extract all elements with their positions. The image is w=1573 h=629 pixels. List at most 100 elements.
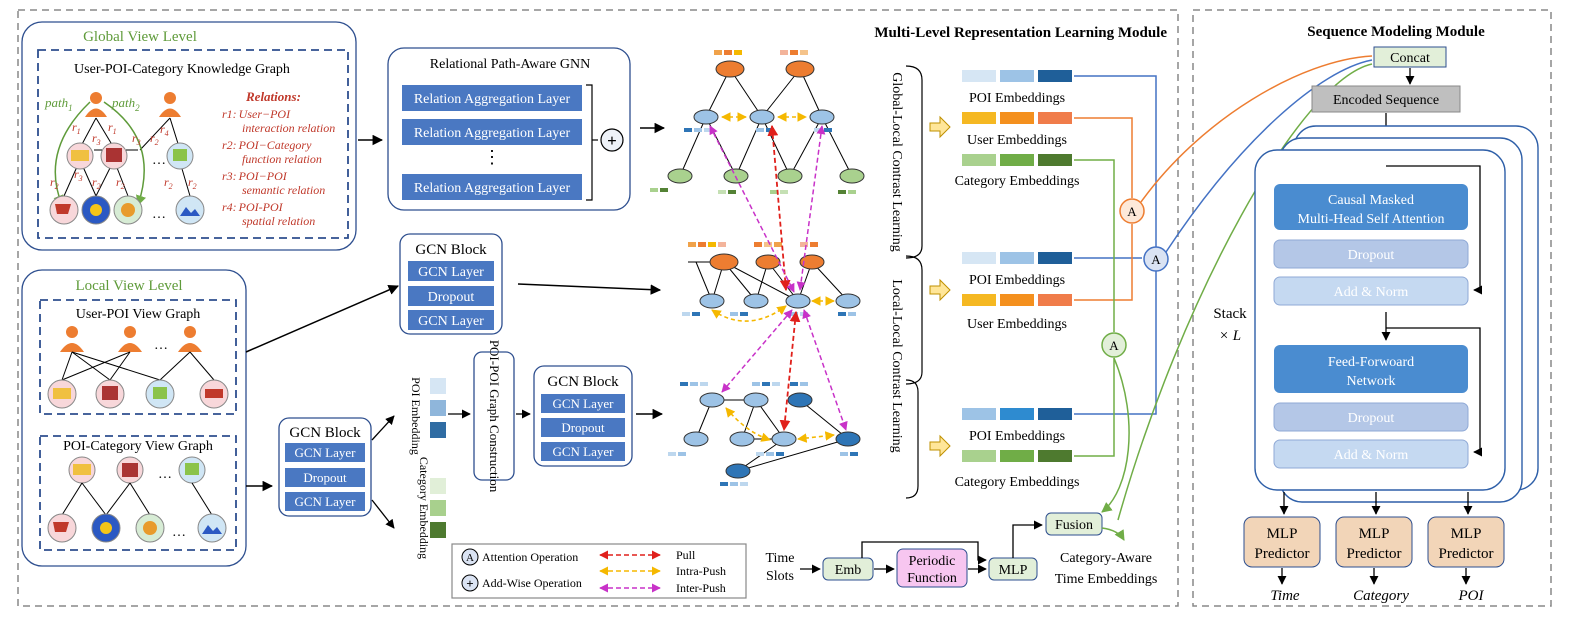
local-view-title: Local View Level (75, 278, 182, 294)
legend-addwise-icon (461, 574, 479, 592)
legend: A Attention Operation + Add-Wise Operati… (451, 543, 747, 599)
poi-node (729, 431, 755, 447)
relations-list: r1: User−POI interaction relation r2: POI−… (222, 107, 335, 228)
dropout-label: Dropout (1348, 248, 1395, 263)
dropout-label: Dropout (303, 470, 347, 485)
concat-box (1373, 46, 1447, 68)
poi-embeddings-label: POI Embeddings (969, 429, 1065, 444)
user-embeddings-2: User Embeddings (962, 294, 1072, 332)
arrow-to-poi-embedding (371, 415, 395, 441)
orange-to-concat (1140, 55, 1373, 203)
category-embeddings-label: Category Embeddings (955, 475, 1080, 490)
svg-text:A: A (1151, 252, 1161, 267)
blue-to-concat (1165, 59, 1373, 253)
legend-pull-label: Pull (676, 548, 696, 562)
poi-node (749, 109, 775, 125)
svg-text:semantic relation: semantic relation (242, 183, 325, 197)
category-embedding-vector (430, 478, 446, 538)
mlp-predictor-label: MLP (1451, 526, 1482, 542)
gcn-layer-label: GCN Layer (552, 444, 614, 459)
attention-op-green: A (1101, 332, 1127, 358)
user-embeddings-label: User Embeddings (967, 317, 1067, 332)
gcn-block-1: GCN Block GCN Layer Dropout GCN Layer (399, 233, 503, 335)
block-arrow-icon (929, 115, 951, 139)
poi-embeddings-label: POI Embeddings (969, 273, 1065, 288)
user-embeddings-label: User Embeddings (967, 133, 1067, 148)
r-label: r3 (132, 131, 141, 147)
local-dots: … (172, 525, 186, 540)
emb-label: Emb (835, 563, 861, 578)
user-icon (85, 92, 107, 117)
r-label: r3 (74, 167, 83, 183)
gcn-block-title: GCN Block (289, 425, 361, 441)
r-label: r2 (92, 175, 101, 191)
time-slots-label: Slots (766, 569, 794, 584)
kg-dashed-box (37, 49, 349, 239)
film-icon-center (90, 204, 102, 216)
category-embeddings-3: Category Embeddings (955, 450, 1080, 490)
pull-arrow (779, 310, 801, 432)
dropout-box (1273, 239, 1469, 269)
intra-push-arrow (711, 305, 787, 322)
relation-aggregation-layer-label: Relation Aggregation Layer (414, 92, 571, 107)
add-wise-icon (600, 128, 624, 152)
global-local-bracket (905, 65, 923, 259)
gcn-layer (285, 492, 365, 511)
output-poi-label: POI (1458, 588, 1485, 604)
emb-box (822, 557, 874, 581)
embedding-strip (688, 242, 818, 247)
global-view-title: Global View Level (83, 29, 197, 45)
layer-bracket (586, 84, 593, 201)
kg-dots: … (152, 207, 166, 222)
category-node (839, 168, 865, 184)
poi-category-view-title: POI-Category View Graph (63, 439, 213, 454)
output-category-label: Category (1353, 588, 1409, 604)
rpgnn-panel: Relational Path-Aware GNN Relation Aggre… (387, 47, 631, 211)
cart-icon-shape (55, 204, 71, 214)
poi-node (835, 293, 861, 309)
dropout-layer (285, 468, 365, 487)
fusion-box (1045, 512, 1103, 536)
path2-label: path2 (111, 95, 140, 113)
landscape-icon (175, 195, 205, 225)
mlp-label: MLP (999, 563, 1028, 578)
time-slots-label: Time (765, 551, 794, 566)
poi-embeddings-label: POI Embeddings (969, 91, 1065, 106)
r-label: r2 (188, 175, 197, 191)
legend-intra-label: Intra-Push (676, 564, 726, 578)
user-node (709, 253, 739, 271)
gcn-block-2: GCN Block GCN Layer Dropout GCN Layer (278, 417, 372, 517)
dropout-label: Dropout (561, 420, 605, 435)
add-wise-symbol: + (607, 131, 617, 150)
svg-text:A: A (1109, 338, 1119, 353)
user-node (715, 60, 745, 78)
poi-node (693, 109, 719, 125)
legend-addwise-label: Add-Wise Operation (482, 576, 582, 590)
mlp-predictor-label: Predictor (1347, 546, 1402, 562)
inter-push-arrow (721, 309, 793, 393)
poi-poi-graph-construction-label: POI-POI Graph Construction (487, 340, 502, 493)
restaurant-icon-shape (106, 148, 122, 162)
local-dots: … (158, 467, 172, 482)
feed-forward-box (1274, 345, 1468, 393)
gcn-layer (541, 394, 625, 413)
add-norm-box (1273, 276, 1469, 306)
attention-connections (1074, 75, 1157, 457)
local-local-contrast-label: Local-Local Contrast Learning (889, 279, 904, 452)
inter-push-arrow (796, 125, 826, 291)
feed-forward-label: Network (1347, 374, 1396, 389)
poi-node (771, 431, 797, 447)
global-local-contrast-label: Global-Local Contrast Learning (889, 72, 904, 252)
svg-text:function relation: function relation (242, 152, 322, 166)
dropout-layer (541, 418, 625, 437)
svg-text:r2:POI−Category: r2: POI−Category (222, 138, 312, 152)
legend-inter-label: Inter-Push (676, 581, 726, 595)
poi-node (683, 431, 709, 447)
r-label: r2 (164, 175, 173, 191)
path2-arrow (103, 101, 146, 206)
category-embeddings-1: Category Embeddings (955, 154, 1079, 189)
green-to-concat (1117, 63, 1373, 521)
poi-category-dashed-box (39, 435, 237, 551)
